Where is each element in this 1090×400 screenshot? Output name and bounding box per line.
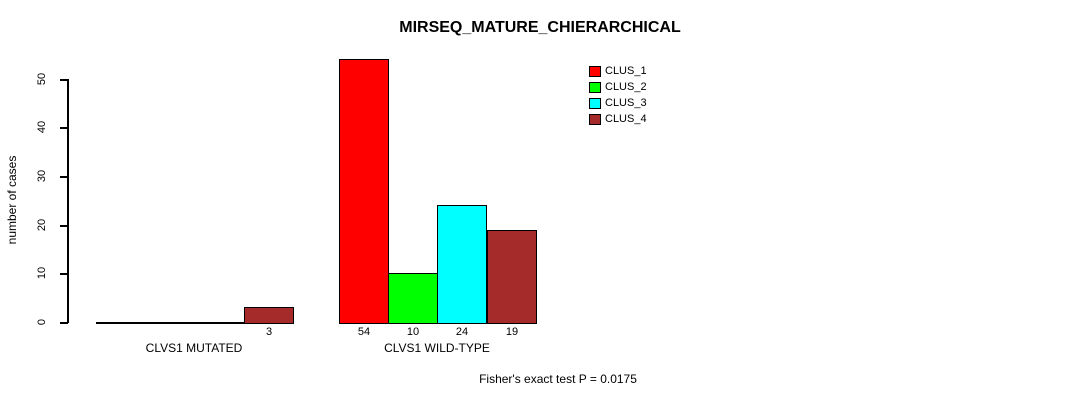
y-tick-mark	[60, 225, 68, 227]
bar-clus_3-group2	[437, 205, 487, 324]
category-label-1: CLVS1 MUTATED	[145, 341, 243, 355]
y-axis-line	[67, 79, 69, 323]
bar-clus_2-group1	[145, 322, 195, 324]
legend-color-swatch-clus_1	[589, 65, 601, 77]
legend-color-swatch-clus_4	[589, 113, 601, 125]
y-tick-label: 50	[36, 72, 48, 86]
bar-value-label: 10	[406, 326, 420, 338]
bar-clus_4-group1	[244, 307, 294, 324]
chart-title: MIRSEQ_MATURE_CHIERARCHICAL	[399, 19, 681, 36]
y-tick-label: 0	[36, 318, 48, 326]
bar-clus_3-group1	[194, 322, 244, 324]
legend-item-clus_2: CLUS_2	[589, 81, 647, 93]
legend-item-clus_4: CLUS_4	[589, 113, 647, 125]
legend-item-clus_1: CLUS_1	[589, 65, 647, 77]
y-tick-mark	[60, 176, 68, 178]
y-tick-label: 20	[36, 218, 48, 232]
legend-label: CLUS_3	[605, 96, 647, 109]
y-tick-mark	[60, 79, 68, 81]
bar-clus_1-group1	[96, 322, 146, 324]
bar-value-label: 3	[265, 326, 273, 338]
bar-value-label: 19	[505, 326, 519, 338]
y-tick-label: 40	[36, 120, 48, 134]
y-tick-mark	[60, 322, 68, 324]
y-tick-mark	[60, 273, 68, 275]
y-axis-title: number of cases	[5, 155, 19, 245]
y-tick-label: 30	[36, 169, 48, 183]
legend-item-clus_3: CLUS_3	[589, 97, 647, 109]
category-label-2: CLVS1 WILD-TYPE	[384, 341, 490, 355]
bar-value-label: 54	[357, 326, 371, 338]
bar-clus_2-group2	[388, 273, 438, 324]
legend-label: CLUS_1	[605, 64, 647, 77]
bar-value-label: 24	[455, 326, 469, 338]
stat-annotation: Fisher's exact test P = 0.0175	[479, 372, 637, 386]
legend-label: CLUS_2	[605, 80, 647, 93]
bar-clus_4-group2	[487, 230, 537, 324]
legend-label: CLUS_4	[605, 112, 647, 125]
y-tick-mark	[60, 127, 68, 129]
bar-clus_1-group2	[339, 59, 389, 324]
legend-color-swatch-clus_2	[589, 81, 601, 93]
y-tick-label: 10	[36, 266, 48, 280]
legend-color-swatch-clus_3	[589, 97, 601, 109]
